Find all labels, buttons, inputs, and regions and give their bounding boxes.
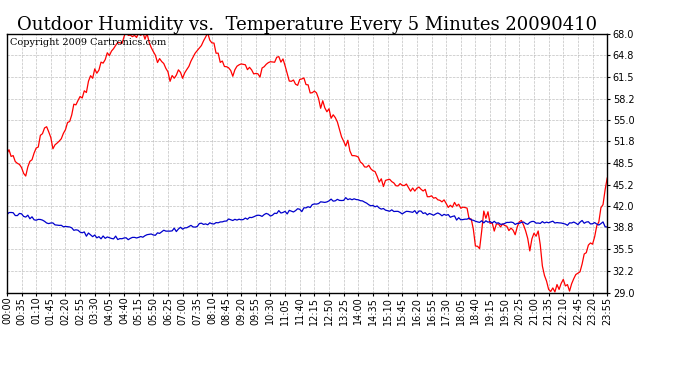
Title: Outdoor Humidity vs.  Temperature Every 5 Minutes 20090410: Outdoor Humidity vs. Temperature Every 5… <box>17 16 597 34</box>
Text: Copyright 2009 Cartronics.com: Copyright 2009 Cartronics.com <box>10 38 166 46</box>
